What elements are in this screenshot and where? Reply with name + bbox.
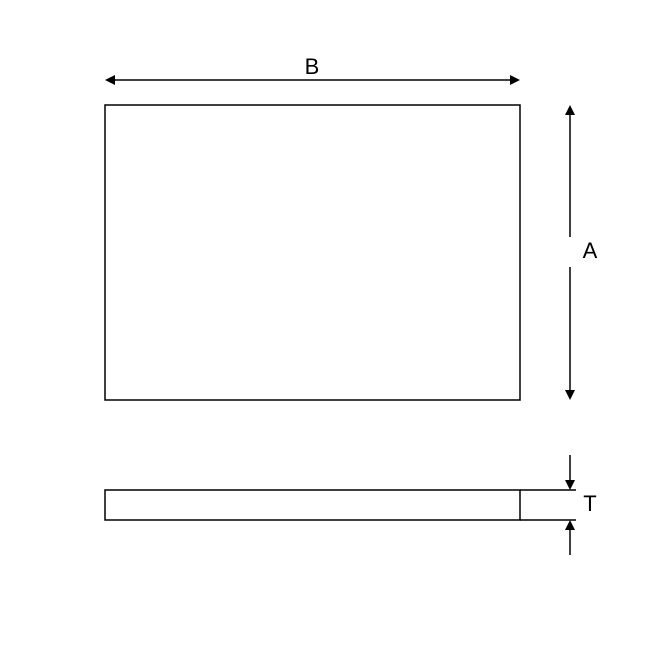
edge-rectangle <box>105 490 520 520</box>
dimension-diagram: B A T <box>0 0 670 670</box>
dimension-A-label: A <box>583 238 598 263</box>
dimension-B: B <box>105 54 520 85</box>
dimension-A: A <box>565 105 598 400</box>
dimension-T: T <box>520 455 597 555</box>
dimension-B-label: B <box>305 54 320 79</box>
dimension-T-label: T <box>583 491 596 516</box>
plan-rectangle <box>105 105 520 400</box>
